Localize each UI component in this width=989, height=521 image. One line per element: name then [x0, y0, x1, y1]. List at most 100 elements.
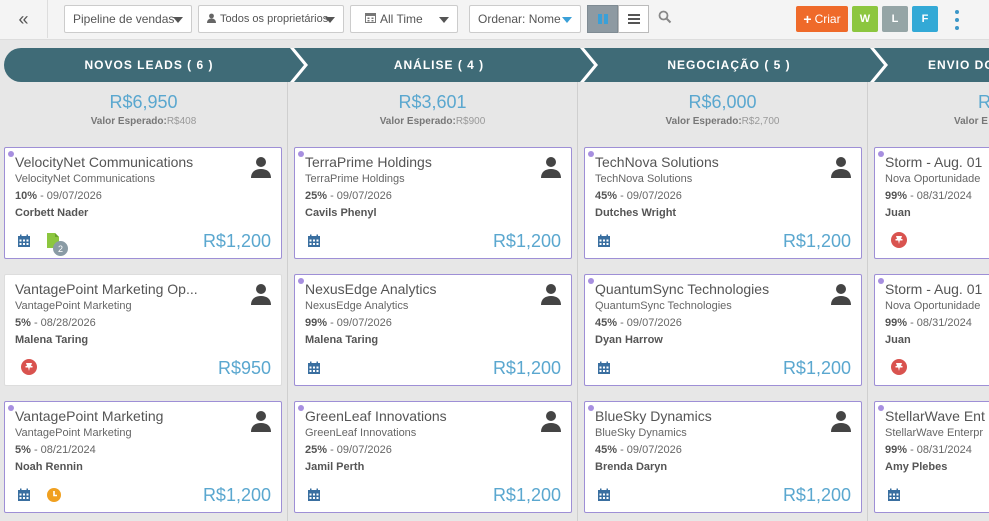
user-avatar-icon[interactable]	[251, 156, 271, 178]
status-dot	[588, 278, 594, 284]
deal-title[interactable]: Storm - Aug. 01	[885, 154, 983, 170]
calendar-icon[interactable]	[597, 361, 611, 375]
list-view-button[interactable]	[618, 5, 649, 33]
deal-title[interactable]: VantagePoint Marketing	[15, 408, 164, 424]
sort-select-label: Ordenar: Nome	[478, 12, 561, 26]
deal-card[interactable]: Storm - Aug. 01 Nova Oportunidade 99% - …	[874, 147, 989, 259]
deal-card[interactable]: BlueSky Dynamics BlueSky Dynamics 45% - …	[584, 401, 862, 513]
user-avatar-icon[interactable]	[831, 156, 851, 178]
deal-company: Nova Oportunidade	[885, 173, 981, 185]
calendar-icon[interactable]	[307, 361, 321, 375]
stage-header-novos-leads[interactable]: NOVOS LEADS ( 6 )	[4, 48, 294, 82]
kanban-view-button[interactable]	[587, 5, 618, 33]
calendar-icon[interactable]	[307, 488, 321, 502]
stage-total-value: R$6,950	[109, 92, 178, 112]
deal-probability: 10%	[15, 190, 38, 202]
deal-company: TerraPrime Holdings	[305, 173, 405, 185]
user-avatar-icon[interactable]	[541, 283, 561, 305]
deal-owner: Malena Taring	[305, 334, 379, 346]
calendar-icon[interactable]	[597, 234, 611, 248]
stage-header-analise[interactable]: ANÁLISE ( 4 )	[294, 48, 584, 82]
deal-title[interactable]: Storm - Aug. 01	[885, 281, 983, 297]
stage-header-bar: NOVOS LEADS ( 6 ) ANÁLISE ( 4 ) NEGOCIAÇ…	[0, 48, 989, 82]
more-options-icon[interactable]	[950, 10, 964, 30]
deal-title[interactable]: QuantumSync Technologies	[595, 281, 770, 297]
stage-header-negociacao[interactable]: NEGOCIAÇÃO ( 5 )	[584, 48, 874, 82]
deal-company: StellarWave Enterpr	[885, 427, 984, 439]
status-dot	[298, 151, 304, 157]
deal-value: R$950	[217, 358, 271, 378]
user-avatar-icon[interactable]	[251, 283, 271, 305]
expected-label: Valor E	[954, 116, 988, 127]
won-filter-button[interactable]: W	[852, 6, 878, 32]
search-icon[interactable]	[658, 10, 672, 24]
calendar-icon[interactable]	[17, 234, 31, 248]
deal-probability-date: 25% - 09/07/2026	[305, 444, 392, 456]
expected-amount: R$408	[166, 116, 197, 127]
deal-title[interactable]: VantagePoint Marketing Op...	[15, 281, 198, 297]
create-button-label: Criar	[814, 12, 841, 26]
calendar-icon[interactable]	[597, 488, 611, 502]
user-avatar-icon[interactable]	[831, 283, 851, 305]
collapse-sidebar-button[interactable]: «	[0, 0, 48, 38]
pin-icon[interactable]	[891, 232, 907, 248]
deal-title[interactable]: TechNova Solutions	[595, 154, 719, 170]
deal-date: - 09/07/2026	[617, 444, 682, 456]
user-avatar-icon[interactable]	[831, 410, 851, 432]
user-avatar-icon[interactable]	[541, 410, 561, 432]
deal-probability: 99%	[885, 444, 908, 456]
pin-icon[interactable]	[891, 359, 907, 375]
pipeline-select[interactable]: Pipeline de vendas	[64, 5, 192, 33]
stage-column-analise: R$3,601 Valor Esperado:R$900	[288, 82, 577, 521]
deal-card[interactable]: QuantumSync Technologies QuantumSync Tec…	[584, 274, 862, 386]
lost-filter-button[interactable]: L	[882, 6, 908, 32]
calendar-icon[interactable]	[887, 488, 901, 502]
owner-select[interactable]: Todos os proprietários	[198, 5, 344, 33]
deal-title[interactable]: TerraPrime Holdings	[305, 154, 432, 170]
deal-owner: Dutches Wright	[595, 207, 677, 219]
deal-card[interactable]: TechNova Solutions TechNova Solutions 45…	[584, 147, 862, 259]
deal-card[interactable]: Storm - Aug. 01 Nova Oportunidade 99% - …	[874, 274, 989, 386]
stage-column-envio-cards: Storm - Aug. 01 Nova Oportunidade 99% - …	[874, 140, 989, 521]
deal-card[interactable]: StellarWave Ent StellarWave Enterpr 99% …	[874, 401, 989, 513]
deal-probability-date: 45% - 09/07/2026	[595, 444, 682, 456]
deal-probability-date: 99% - 08/31/2024	[885, 317, 972, 329]
user-avatar-icon[interactable]	[251, 410, 271, 432]
column-divider	[577, 82, 578, 521]
deal-date: - 09/07/2026	[327, 190, 392, 202]
deal-title[interactable]: VelocityNet Communications	[15, 154, 194, 170]
stage-header-envio[interactable]: ENVIO DO	[874, 48, 989, 82]
deal-card[interactable]: VantagePoint Marketing VantagePoint Mark…	[4, 401, 282, 513]
user-avatar-icon[interactable]	[541, 156, 561, 178]
deal-owner: Corbett Nader	[15, 207, 89, 219]
deal-probability-date: 99% - 08/31/2024	[885, 190, 972, 202]
deal-card[interactable]: TerraPrime Holdings TerraPrime Holdings …	[294, 147, 572, 259]
deal-card[interactable]: GreenLeaf Innovations GreenLeaf Innovati…	[294, 401, 572, 513]
deal-card[interactable]: NexusEdge Analytics NexusEdge Analytics …	[294, 274, 572, 386]
deal-card[interactable]: VantagePoint Marketing Op... VantagePoin…	[4, 274, 282, 386]
deal-probability: 5%	[15, 317, 31, 329]
pin-icon[interactable]	[21, 359, 37, 375]
deal-title[interactable]: NexusEdge Analytics	[305, 281, 437, 297]
stage-expected-value: Valor Esperado:R$408	[0, 116, 287, 127]
deal-probability: 99%	[885, 190, 908, 202]
deal-title[interactable]: StellarWave Ent	[885, 408, 985, 424]
deal-card[interactable]: VelocityNet Communications VelocityNet C…	[4, 147, 282, 259]
create-button[interactable]: + Criar	[796, 6, 848, 32]
deal-title[interactable]: GreenLeaf Innovations	[305, 408, 447, 424]
deal-probability-date: 45% - 09/07/2026	[595, 317, 682, 329]
f-filter-button[interactable]: F	[912, 6, 938, 32]
time-select[interactable]: All Time	[350, 5, 458, 33]
attachment-count-badge: 2	[53, 241, 68, 256]
chevron-right-icon	[870, 48, 892, 82]
sort-select[interactable]: Ordenar: Nome	[469, 5, 581, 33]
stage-total-value: R	[978, 92, 989, 112]
clock-icon[interactable]	[47, 488, 61, 502]
calendar-icon[interactable]	[17, 488, 31, 502]
deal-owner: Malena Taring	[15, 334, 89, 346]
deal-title[interactable]: BlueSky Dynamics	[595, 408, 712, 424]
deal-date: - 09/07/2026	[617, 190, 682, 202]
stage-total-value: R$6,000	[688, 92, 757, 112]
deal-company: VantagePoint Marketing	[15, 300, 132, 312]
calendar-icon[interactable]	[307, 234, 321, 248]
